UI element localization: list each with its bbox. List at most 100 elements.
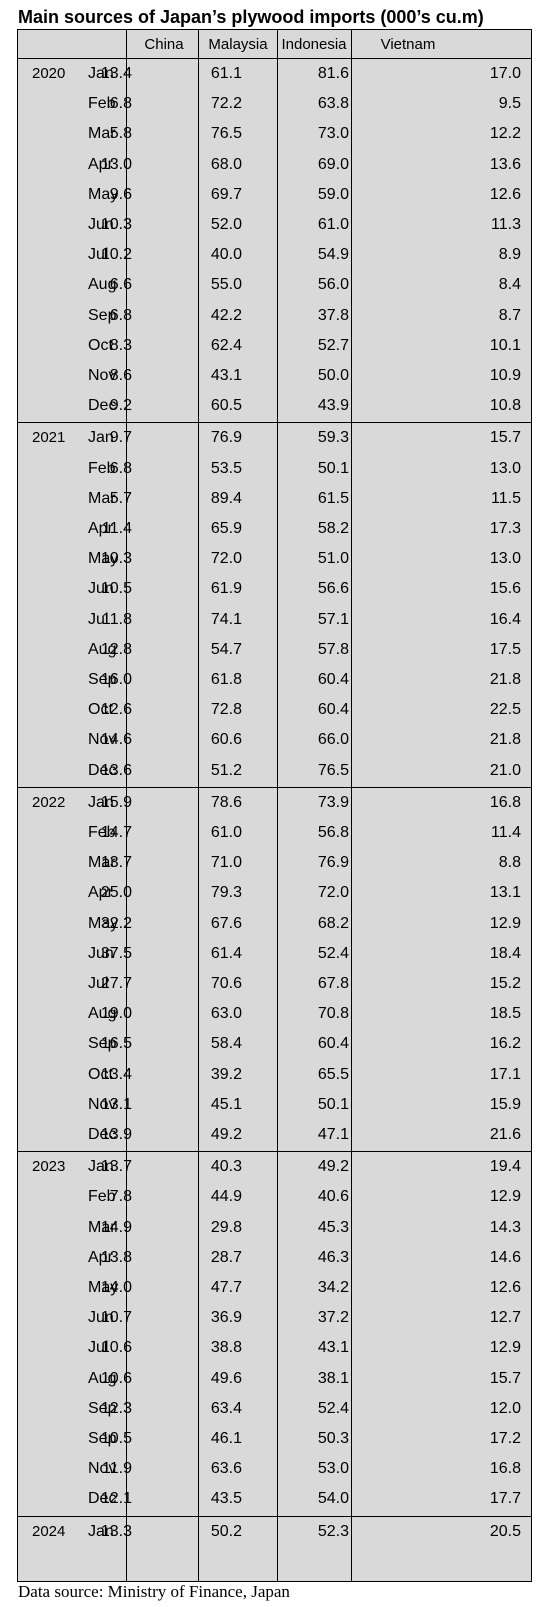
cell-vietnam: 8.9 [498,246,521,264]
cell-malaysia: 43.1 [210,367,242,384]
cell-china: 6.8 [109,95,132,113]
table-row: May 10.3 72.0 51.0 13.0 [18,545,531,575]
month-label: Jul [88,610,109,628]
cell-vietnam: 12.9 [489,914,521,932]
cell-indonesia: 51.0 [317,550,349,568]
month-label: Sep [88,306,117,324]
cell-malaysia: 89.4 [210,489,242,507]
cell-china: 13.4 [100,65,132,82]
cell-vietnam: 13.1 [489,884,521,902]
cell-malaysia: 54.7 [210,640,242,658]
month-label: Jan [88,1158,114,1176]
month-label: Dec [88,1125,117,1143]
cell-indonesia: 57.8 [317,640,349,658]
year-label: 2024 [32,1522,66,1540]
table-row: Apr 25.0 79.3 72.0 13.1 [18,879,531,909]
cell-indonesia: 56.8 [317,823,349,841]
cell-indonesia: 50.1 [317,459,349,477]
cell-vietnam: 15.7 [489,1369,521,1387]
cell-vietnam: 14.3 [489,1218,521,1236]
table-row: Jul 10.2 40.0 54.9 8.9 [18,241,531,271]
table-row: Jun 10.7 36.9 37.2 12.7 [18,1304,531,1334]
year-label: 2023 [32,1158,66,1176]
cell-malaysia: 42.2 [210,306,242,324]
month-label: Sep [88,1429,117,1447]
cell-malaysia: 65.9 [210,519,242,537]
year-block-2023: 2023 Jan 13.7 40.3 49.2 19.4 Feb 7.8 44.9 40.6 12.… [18,1152,531,1517]
cell-china: 12.1 [100,1490,132,1508]
cell-vietnam: 21.8 [489,670,521,688]
month-label: Feb [88,823,116,841]
cell-china: 11.4 [102,519,132,537]
cell-china: 9.2 [109,397,132,415]
month-label: Jan [88,65,114,82]
table-row: 2022 Jan 15.9 78.6 73.9 16.8 [18,789,531,819]
month-label: Jan [88,429,114,447]
cell-indonesia: 59.0 [317,185,349,203]
table-row: Apr 13.0 68.0 69.0 13.6 [18,151,531,181]
year-label: 2021 [32,429,66,447]
year-block-2020: 2020 Jan 13.4 61.1 81.6 17.0 Feb 6.8 72.2 63.8 9.5… [18,59,531,424]
page-title: Main sources of Japan’s plywood imports … [18,7,484,27]
cell-vietnam: 10.8 [489,397,521,415]
table-row: Jul 10.6 38.8 43.1 12.9 [18,1334,531,1364]
month-label: Nov [88,1460,117,1478]
month-label: Mar [88,854,116,872]
cell-indonesia: 60.4 [317,701,349,719]
table-row: Aug 19.0 63.0 70.8 18.5 [18,1000,531,1030]
cell-china: 11.8 [102,610,132,628]
cell-vietnam: 12.6 [489,185,521,203]
cell-vietnam: 17.1 [489,1065,521,1083]
cell-malaysia: 46.1 [210,1429,242,1447]
cell-china: 14.6 [100,731,132,749]
cell-indonesia: 61.5 [317,489,349,507]
cell-vietnam: 12.6 [489,1278,521,1296]
cell-vietnam: 21.0 [489,761,521,779]
cell-vietnam: 17.3 [489,519,521,537]
cell-malaysia: 40.0 [210,246,242,264]
cell-china: 16.5 [100,1035,132,1053]
cell-indonesia: 76.9 [317,854,349,872]
cell-china: 10.5 [100,580,132,598]
table-row: Jun 10.3 52.0 61.0 11.3 [18,211,531,241]
table-row: Jun 37.5 61.4 52.4 18.4 [18,940,531,970]
table-row: Sep 16.5 58.4 60.4 16.2 [18,1030,531,1060]
cell-indonesia: 52.7 [317,336,349,354]
cell-vietnam: 17.5 [489,640,521,658]
cell-china: 27.7 [100,974,132,992]
month-label: Sep [88,1035,117,1053]
month-label: May [88,1278,119,1296]
cell-malaysia: 50.2 [210,1522,242,1540]
cell-malaysia: 61.1 [210,65,242,82]
cell-indonesia: 54.9 [317,246,349,264]
cell-malaysia: 60.6 [210,731,242,749]
cell-vietnam: 18.4 [489,944,521,962]
table-row: Nov 13.1 45.1 50.1 15.9 [18,1091,531,1121]
cell-indonesia: 34.2 [317,1278,349,1296]
cell-vietnam: 19.4 [489,1158,521,1176]
month-label: May [88,550,119,568]
table-row: Mar 5.7 89.4 61.5 11.5 [18,485,531,515]
table-row: Feb 14.7 61.0 56.8 11.4 [18,819,531,849]
cell-malaysia: 55.0 [210,276,242,294]
cell-china: 13.0 [100,155,132,173]
cell-malaysia: 72.0 [210,550,242,568]
table-row: Jun 10.5 61.9 56.6 15.6 [18,575,531,605]
month-label: Dec [88,397,117,415]
cell-malaysia: 36.9 [210,1309,242,1327]
cell-malaysia: 40.3 [210,1158,242,1176]
month-label: Mar [88,125,116,143]
table-row: Sep 10.5 46.1 50.3 17.2 [18,1425,531,1455]
cell-china: 13.7 [100,854,132,872]
month-label: Apr [88,884,113,902]
cell-indonesia: 81.6 [317,65,349,82]
cell-malaysia: 61.4 [210,944,242,962]
cell-vietnam: 15.7 [489,429,521,447]
table-row: Dec 13.9 49.2 47.1 21.6 [18,1121,531,1151]
table-row: Jul 27.7 70.6 67.8 15.2 [18,970,531,1000]
month-label: Jul [88,1339,109,1357]
cell-indonesia: 52.4 [317,944,349,962]
cell-malaysia: 69.7 [210,185,242,203]
cell-indonesia: 37.8 [317,306,349,324]
cell-indonesia: 47.1 [317,1125,349,1143]
